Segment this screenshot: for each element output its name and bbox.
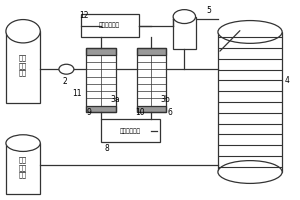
FancyBboxPatch shape [218,32,282,172]
Ellipse shape [173,10,196,24]
Text: 3a: 3a [110,95,120,104]
Text: 10: 10 [135,108,144,117]
FancyBboxPatch shape [6,143,40,194]
FancyBboxPatch shape [173,16,195,19]
Text: 9: 9 [86,108,91,117]
FancyBboxPatch shape [218,168,281,172]
FancyBboxPatch shape [81,14,139,37]
FancyBboxPatch shape [218,31,281,35]
FancyBboxPatch shape [6,143,40,146]
Text: 11: 11 [72,89,82,98]
Circle shape [59,64,74,74]
Text: 4: 4 [285,76,290,85]
Text: 电源管理装置: 电源管理装置 [99,23,120,28]
Text: 温度管理装置: 温度管理装置 [120,128,141,134]
FancyBboxPatch shape [6,31,40,103]
Ellipse shape [218,21,282,43]
Text: 8: 8 [104,144,109,153]
Text: 液态
氢源
材料: 液态 氢源 材料 [19,55,27,76]
FancyBboxPatch shape [6,31,40,35]
Ellipse shape [6,135,40,151]
FancyBboxPatch shape [136,48,166,55]
Text: 12: 12 [80,11,89,20]
Ellipse shape [218,161,282,183]
FancyBboxPatch shape [173,17,196,49]
Text: 5: 5 [207,6,212,15]
FancyBboxPatch shape [136,106,166,112]
Text: 6: 6 [168,108,173,117]
Text: 液态
储氢
材料: 液态 储氢 材料 [19,157,27,178]
Text: 3b: 3b [161,95,170,104]
FancyBboxPatch shape [86,48,116,55]
Text: 2: 2 [62,77,67,86]
Ellipse shape [6,20,40,43]
FancyBboxPatch shape [101,119,160,142]
FancyBboxPatch shape [86,106,116,112]
